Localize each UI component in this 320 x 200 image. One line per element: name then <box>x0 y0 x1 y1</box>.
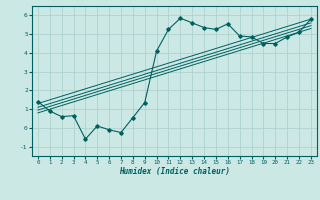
X-axis label: Humidex (Indice chaleur): Humidex (Indice chaleur) <box>119 167 230 176</box>
